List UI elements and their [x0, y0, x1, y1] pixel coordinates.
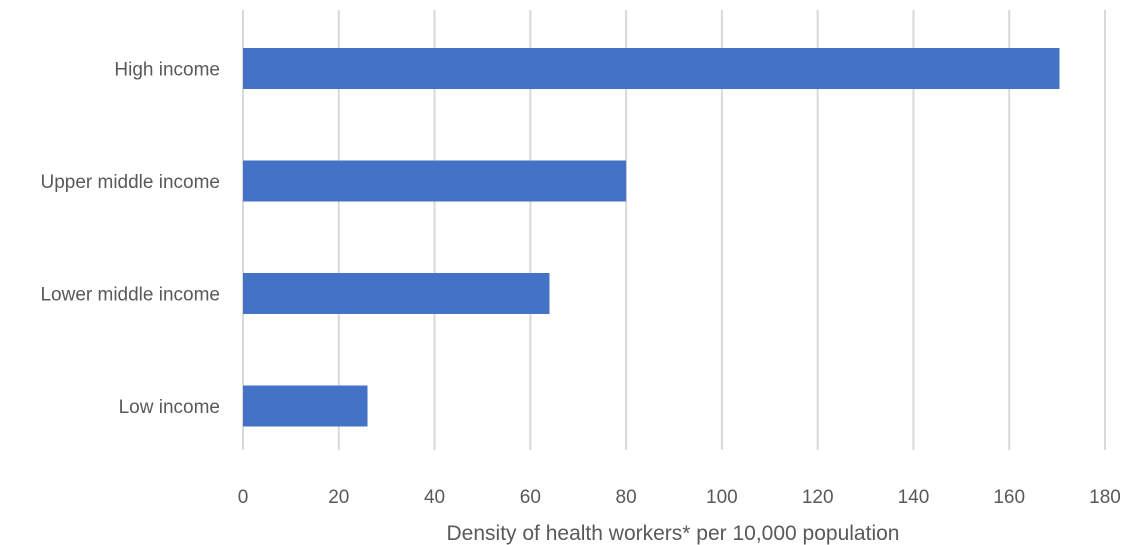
bar [243, 385, 368, 427]
x-tick-label: 120 [802, 487, 834, 508]
x-tick-label: 160 [993, 487, 1025, 508]
x-axis-title: Density of health workers* per 10,000 po… [447, 522, 900, 545]
x-tick-label: 80 [616, 487, 637, 508]
category-label: Upper middle income [40, 172, 220, 193]
x-tick-labels: 0 20 40 60 80 100 120 140 160 180 [238, 487, 1121, 508]
bars [243, 48, 1060, 427]
bar [243, 48, 1060, 89]
x-tick-label: 100 [706, 487, 738, 508]
bar [243, 273, 550, 314]
x-tick-label: 140 [898, 487, 930, 508]
x-tick-label: 0 [238, 487, 249, 508]
x-tick-label: 180 [1089, 487, 1121, 508]
bar [243, 160, 627, 202]
x-tick-label: 40 [424, 487, 445, 508]
category-labels: High income Upper middle income Lower midd… [40, 60, 220, 419]
x-tick-label: 60 [520, 487, 541, 508]
x-tick-label: 20 [328, 487, 349, 508]
category-label: High income [114, 60, 220, 81]
category-label: Lower middle income [40, 285, 220, 306]
category-label: Low income [119, 397, 220, 418]
